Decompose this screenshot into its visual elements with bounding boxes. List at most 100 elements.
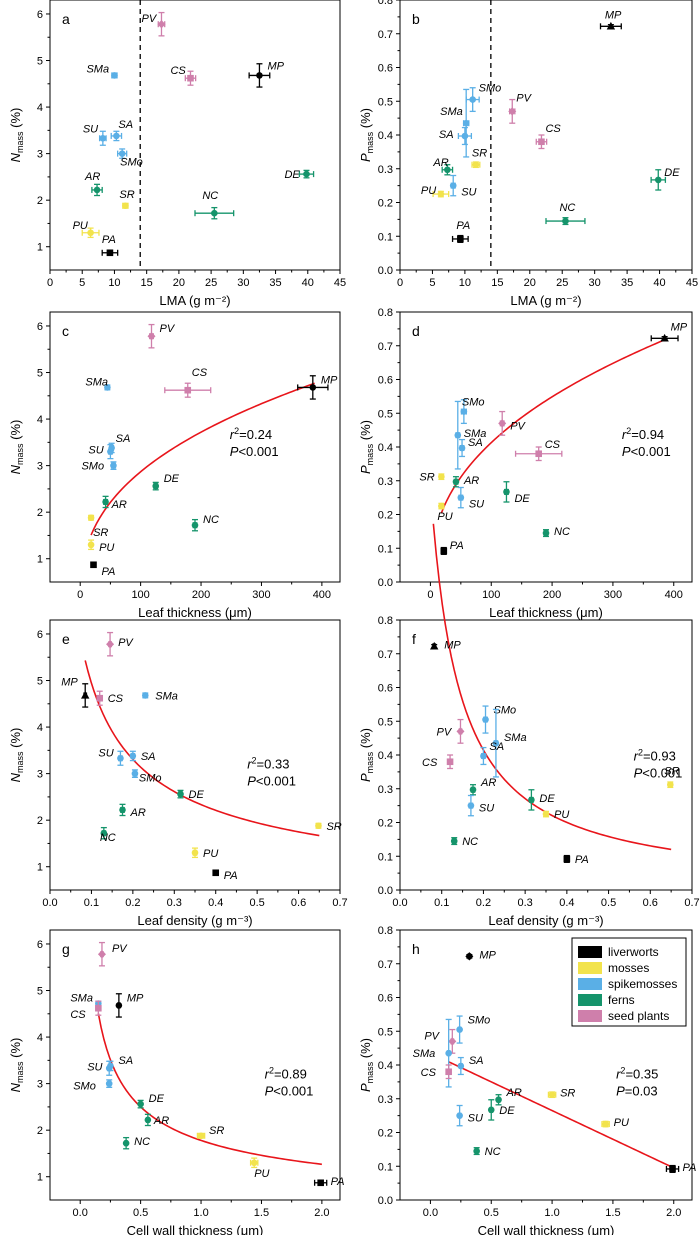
data-point-SMo: SMo — [81, 461, 117, 473]
y-tick-label: 0.7 — [378, 649, 393, 661]
point-label: CS — [545, 123, 561, 135]
point-marker — [191, 521, 199, 529]
y-axis-label: Pmass (%) — [358, 420, 375, 474]
point-label: SR — [93, 527, 108, 539]
point-label: SMo — [139, 773, 162, 785]
data-point-MP: MP — [650, 321, 688, 342]
data-point-CS: CS — [421, 1064, 452, 1080]
chart-panel-b: 0 5 10 15 20 25 30 35 40 45 0.0 0.1 0.2 0.3 0.4 0.5 0.6 0… — [358, 0, 698, 308]
point-marker — [317, 1179, 324, 1187]
y-tick-label: 0.3 — [378, 164, 393, 176]
p-value: P<0.001 — [247, 774, 296, 789]
x-tick-label: 0 — [427, 589, 433, 601]
x-tick-label: 30 — [589, 277, 601, 289]
point-marker — [482, 716, 489, 723]
point-label: SMa — [86, 63, 109, 75]
y-axis-label: Nmass (%) — [8, 420, 25, 475]
data-point-DE: DE — [528, 789, 555, 811]
point-label: PU — [99, 542, 114, 554]
x-tick-label: 1.5 — [605, 1207, 620, 1219]
x-tick-label: 200 — [192, 589, 210, 601]
data-point-PU: PU — [542, 809, 569, 821]
point-marker — [440, 547, 448, 555]
y-tick-label: 4 — [37, 102, 43, 114]
point-marker — [438, 473, 445, 481]
point-label: MP — [321, 374, 338, 386]
point-label: PU — [437, 511, 452, 523]
point-label: AR — [506, 1087, 522, 1099]
y-tick-label: 0.8 — [378, 925, 393, 937]
x-tick-label: 0.4 — [559, 897, 574, 909]
y-tick-label: 0.1 — [378, 543, 393, 555]
x-tick-label: 0 — [77, 589, 83, 601]
data-point-CS: CS — [535, 123, 561, 150]
point-marker — [157, 20, 166, 29]
r-squared: r2=0.35 — [616, 1066, 658, 1082]
point-marker — [503, 488, 510, 496]
point-marker — [118, 150, 126, 157]
point-label: PA — [102, 566, 116, 578]
point-label: PV — [112, 943, 128, 955]
point-marker — [117, 754, 124, 762]
point-label: PV — [516, 92, 532, 104]
data-point-AR: AR — [432, 157, 454, 176]
point-marker — [450, 837, 458, 845]
x-tick-label: 2.0 — [666, 1207, 681, 1219]
point-label: SMo — [479, 83, 502, 95]
point-label: NC — [203, 514, 219, 526]
point-label: DE — [514, 493, 530, 505]
point-label: SU — [98, 747, 113, 759]
point-marker — [602, 1120, 609, 1128]
point-marker — [456, 1026, 463, 1033]
y-tick-label: 0.8 — [378, 615, 393, 627]
data-point-SMo: SMo — [117, 148, 143, 169]
point-marker — [315, 822, 322, 830]
legend-label: mosses — [608, 961, 649, 975]
point-label: CS — [108, 693, 124, 705]
point-label: PU — [73, 220, 88, 232]
y-axis-label: Pmass (%) — [358, 728, 375, 782]
y-tick-label: 0.2 — [378, 198, 393, 210]
point-label: SU — [461, 187, 476, 199]
legend-item-liverworts: liverworts — [578, 945, 659, 959]
point-marker — [122, 202, 129, 210]
data-point-DE: DE — [650, 167, 680, 191]
y-axis-label: Pmass (%) — [358, 1038, 375, 1092]
y-tick-label: 3 — [37, 461, 43, 473]
x-tick-label: 0.5 — [133, 1207, 148, 1219]
point-marker — [465, 952, 474, 961]
point-marker — [100, 829, 108, 837]
point-marker — [457, 1062, 465, 1070]
point-label: PV — [160, 323, 176, 335]
y-tick-label: 0.8 — [378, 307, 393, 319]
p-value: P<0.001 — [230, 444, 279, 459]
point-marker — [606, 21, 616, 30]
x-tick-label: 0.4 — [208, 897, 223, 909]
point-label: DE — [664, 167, 680, 179]
panel-letter: d — [412, 323, 420, 339]
y-tick-label: 6 — [37, 629, 43, 641]
point-marker — [498, 419, 507, 428]
data-point-MP: MP — [297, 374, 338, 400]
point-label: PU — [254, 1168, 269, 1180]
x-tick-label: 400 — [313, 589, 331, 601]
y-tick-label: 4 — [37, 414, 43, 426]
point-label: SMo — [120, 157, 143, 169]
fit-curve — [97, 1013, 322, 1166]
point-marker — [129, 752, 137, 760]
data-point-SA: SA — [110, 119, 133, 142]
chart-panel-c: 0 100 200 300 400 1 2 3 4 5 6 Leaf thickness (μm) Nm… — [8, 311, 341, 620]
data-point-PA: PA — [101, 234, 119, 257]
point-marker — [99, 134, 107, 142]
data-point-DE: DE — [503, 481, 530, 505]
data-point-SMo: SMo — [73, 1079, 113, 1093]
point-label: SA — [439, 129, 454, 141]
point-label: NC — [134, 1136, 150, 1148]
y-tick-label: 0.6 — [378, 993, 393, 1005]
legend-item-seed-plants: seed plants — [578, 1009, 669, 1023]
data-point-SU: SU — [457, 486, 484, 511]
point-label: PU — [421, 185, 436, 197]
y-tick-label: 2 — [37, 195, 43, 207]
point-marker — [105, 1080, 113, 1087]
x-tick-label: 35 — [269, 277, 281, 289]
